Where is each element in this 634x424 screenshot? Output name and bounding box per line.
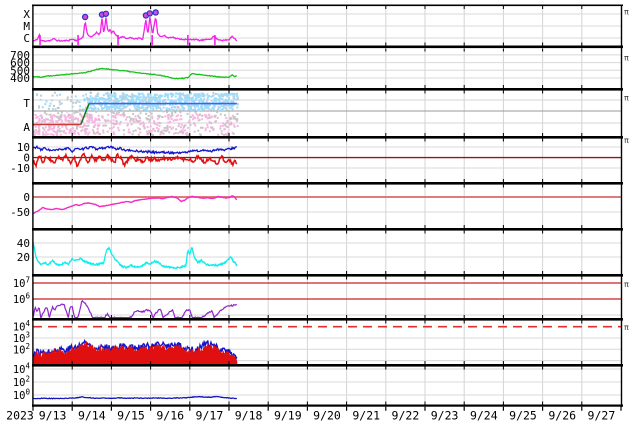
day-ticks — [71, 320, 583, 364]
series-speed-line — [32, 67, 238, 80]
y-tick-label: -10 — [10, 162, 30, 175]
x-axis-line — [32, 404, 623, 407]
x-tick-label: 9/19 — [274, 409, 302, 423]
panel-separator — [32, 136, 623, 139]
flare-marker — [146, 10, 154, 17]
y-tick-label: 107 — [13, 275, 30, 290]
x-axis-ticks — [32, 406, 622, 411]
series-xray-line — [32, 17, 238, 43]
x-tick-label: 9/26 — [548, 409, 576, 423]
panel-separator — [32, 364, 623, 367]
y-tick-label: 600 — [10, 57, 30, 70]
x-tick-label: 9/23 — [431, 409, 459, 423]
y-tick-label: 102 — [13, 342, 30, 357]
status-level-line — [80, 103, 90, 125]
day-ticks — [71, 6, 583, 46]
right-threshold-marker: π — [624, 136, 629, 145]
x-tick-label: 9/17 — [196, 409, 224, 423]
panel-separator — [32, 228, 623, 231]
y-tick-label: C — [23, 32, 30, 45]
panel-separator — [32, 318, 623, 321]
series-bz-line — [32, 152, 238, 169]
day-ticks — [71, 276, 583, 318]
x-tick-label: 9/25 — [509, 409, 537, 423]
right-threshold-marker: π — [624, 93, 629, 102]
left-border — [32, 4, 34, 407]
top-border — [32, 4, 623, 7]
y-tick-label: 10 — [17, 141, 30, 154]
x-tick-label: 9/14 — [78, 409, 106, 423]
day-ticks — [71, 366, 583, 405]
series-temp-line — [32, 299, 237, 320]
x-tick-label: 9/22 — [392, 409, 420, 423]
y-tick-label: 0 — [23, 152, 30, 165]
right-threshold-marker: π — [624, 7, 629, 16]
y-tick-label: 102 — [13, 375, 30, 390]
y-tick-label: 100 — [13, 387, 31, 402]
x-tick-label: 9/21 — [352, 409, 380, 423]
panel-ta-status: TA — [23, 90, 621, 137]
y-tick-label: 500 — [10, 64, 30, 77]
day-ticks — [71, 230, 583, 274]
y-tick-label: 104 — [13, 362, 31, 377]
x-tick-label: 9/27 — [588, 409, 616, 423]
y-tick-label: 40 — [17, 237, 30, 250]
right-threshold-marker: π — [624, 323, 629, 332]
flare-marker — [81, 13, 89, 21]
panel-separator — [32, 88, 623, 91]
day-ticks — [71, 90, 583, 136]
a-status-speckles — [33, 113, 239, 137]
right-border — [620, 4, 623, 407]
y-tick-label: 103 — [13, 331, 30, 346]
day-ticks — [71, 184, 583, 228]
y-tick-label: 0 — [23, 191, 30, 204]
series-proton-blue — [32, 338, 238, 361]
panel-xray-flux: XMC — [23, 6, 621, 46]
series-electron-line — [33, 395, 238, 400]
series-bt-line — [32, 145, 237, 156]
y-tick-label: T — [23, 97, 30, 110]
y-tick-label: 700 — [10, 49, 30, 62]
series-density-line-b — [32, 242, 238, 270]
series-dst-line — [33, 195, 238, 214]
flare-marker — [152, 9, 159, 16]
x-axis-year-label: 2023 — [6, 409, 34, 423]
gray-speckles — [33, 91, 239, 137]
y-tick-label: 400 — [10, 72, 30, 85]
x-tick-label: 9/20 — [313, 409, 341, 423]
y-tick-label: 104 — [13, 319, 31, 334]
series-proton-red — [32, 341, 238, 364]
panel-separator — [32, 45, 623, 49]
right-threshold-marker: π — [624, 280, 629, 289]
t-status-speckles — [35, 92, 239, 112]
y-tick-label: 106 — [13, 291, 31, 306]
panel-separator — [32, 182, 623, 185]
x-tick-label: 9/13 — [39, 409, 67, 423]
x-tick-label: 9/18 — [235, 409, 263, 423]
x-tick-label: 9/16 — [156, 409, 184, 423]
y-tick-label: -50 — [10, 206, 30, 219]
panel-imf-bt-bz: 100-10 — [10, 138, 621, 182]
flare-marker — [102, 10, 110, 17]
x-tick-label: 9/24 — [470, 409, 498, 423]
day-ticks — [71, 48, 583, 88]
panel-separator — [32, 274, 623, 277]
y-tick-label: 20 — [17, 251, 30, 264]
y-tick-label: X — [23, 8, 30, 21]
panel-borders — [32, 4, 623, 407]
panel-dst: 0-50 — [10, 184, 621, 228]
day-ticks — [71, 138, 583, 182]
y-tick-label: A — [23, 121, 30, 134]
x-tick-label: 9/15 — [117, 409, 145, 423]
right-threshold-marker: π — [624, 53, 629, 62]
y-tick-label: M — [23, 20, 30, 33]
